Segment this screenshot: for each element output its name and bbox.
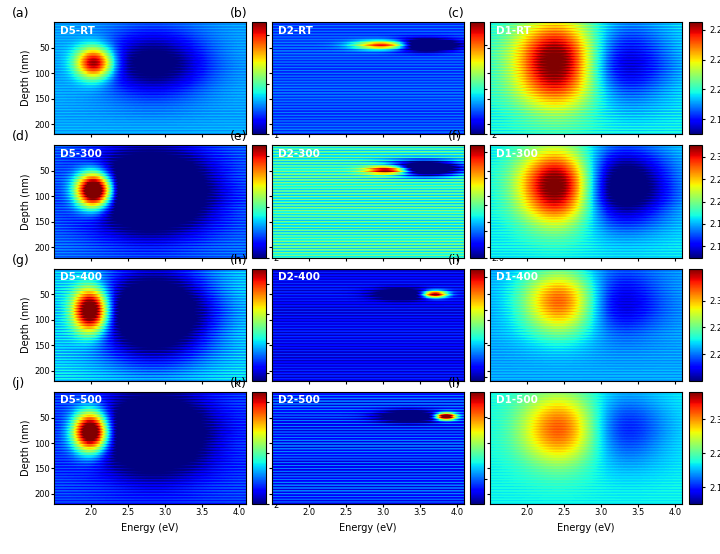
Text: (h): (h): [230, 254, 248, 266]
Text: D5-500: D5-500: [60, 396, 102, 406]
Y-axis label: Depth (nm): Depth (nm): [22, 296, 31, 353]
Y-axis label: $\varepsilon_r$: $\varepsilon_r$: [282, 442, 292, 454]
Y-axis label: $\varepsilon_r$: $\varepsilon_r$: [508, 442, 518, 454]
Text: (g): (g): [12, 254, 30, 266]
Text: D1-500: D1-500: [496, 396, 538, 406]
X-axis label: Energy (eV): Energy (eV): [339, 523, 397, 533]
Text: (l): (l): [448, 377, 461, 390]
Y-axis label: $\varepsilon_r$: $\varepsilon_r$: [282, 73, 292, 84]
Text: D2-500: D2-500: [278, 396, 320, 406]
X-axis label: Energy (eV): Energy (eV): [557, 523, 615, 533]
Y-axis label: $\varepsilon_r$: $\varepsilon_r$: [282, 196, 292, 207]
Y-axis label: $\varepsilon_r$: $\varepsilon_r$: [508, 319, 518, 331]
Text: D2-400: D2-400: [278, 272, 320, 282]
Text: (d): (d): [12, 130, 30, 143]
Text: D1-300: D1-300: [496, 149, 538, 159]
Text: (a): (a): [12, 7, 30, 20]
Text: D5-RT: D5-RT: [60, 25, 94, 35]
Text: (e): (e): [230, 130, 247, 143]
Text: D5-300: D5-300: [60, 149, 102, 159]
Text: (k): (k): [230, 377, 247, 390]
Y-axis label: Depth (nm): Depth (nm): [22, 173, 31, 230]
Text: D1-400: D1-400: [496, 272, 538, 282]
Text: (j): (j): [12, 377, 25, 390]
Text: (f): (f): [448, 130, 462, 143]
Text: D5-400: D5-400: [60, 272, 102, 282]
Text: (b): (b): [230, 7, 248, 20]
Y-axis label: $\varepsilon_r$: $\varepsilon_r$: [508, 196, 518, 207]
Y-axis label: $\varepsilon_r$: $\varepsilon_r$: [290, 319, 300, 331]
Text: (i): (i): [448, 254, 461, 266]
Text: D2-RT: D2-RT: [278, 25, 312, 35]
Text: (c): (c): [448, 7, 464, 20]
Text: D2-300: D2-300: [278, 149, 320, 159]
Y-axis label: Depth (nm): Depth (nm): [22, 420, 31, 476]
Y-axis label: Depth (nm): Depth (nm): [22, 50, 31, 106]
Text: D1-RT: D1-RT: [496, 25, 531, 35]
X-axis label: Energy (eV): Energy (eV): [122, 523, 179, 533]
Y-axis label: $\varepsilon_r$: $\varepsilon_r$: [500, 73, 510, 84]
